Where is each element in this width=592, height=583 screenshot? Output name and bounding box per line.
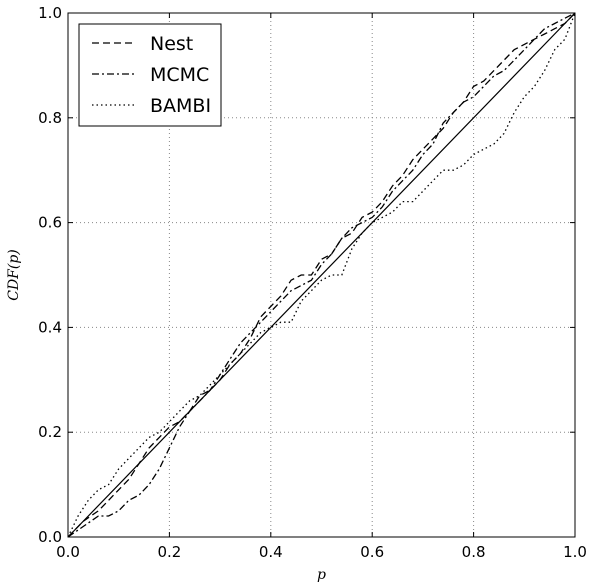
x-tick-label: 1.0: [563, 543, 587, 561]
legend-box: [78, 23, 222, 127]
x-tick-label: 0.8: [462, 543, 486, 561]
y-tick-label: 0.8: [38, 109, 62, 127]
y-tick-label: 0.0: [38, 528, 62, 546]
x-tick-label: 0.0: [56, 543, 80, 561]
series-line-mcmc: [67, 12, 576, 538]
legend: Nest MCMC BAMBI: [78, 23, 222, 127]
series-line-nest: [67, 12, 576, 538]
y-tick-label: 0.6: [38, 214, 62, 232]
series-lines: [67, 12, 576, 538]
y-tick-label: 0.4: [38, 318, 62, 336]
axis-ticks: 0.0 0.2 0.4 0.6 0.8 1.0 0.0 0.2 0.4 0.6 0.8 1.0: [38, 4, 587, 561]
y-tick-label: 1.0: [38, 4, 62, 22]
reference-line: [67, 12, 576, 538]
series-line-bambi: [67, 12, 576, 538]
x-tick-label: 0.4: [259, 543, 283, 561]
x-tick-label: 0.6: [360, 543, 384, 561]
legend-label-bambi: BAMBI: [150, 95, 211, 117]
legend-label-mcmc: MCMC: [150, 64, 209, 86]
legend-label-nest: Nest: [150, 33, 193, 55]
y-tick-label: 0.2: [38, 423, 62, 441]
plot-frame: [67, 12, 576, 538]
reference-line-group: [67, 12, 576, 538]
x-tick-label: 0.2: [157, 543, 181, 561]
y-axis-label: CDF(p): [6, 249, 22, 301]
x-axis-label: p: [317, 567, 326, 583]
